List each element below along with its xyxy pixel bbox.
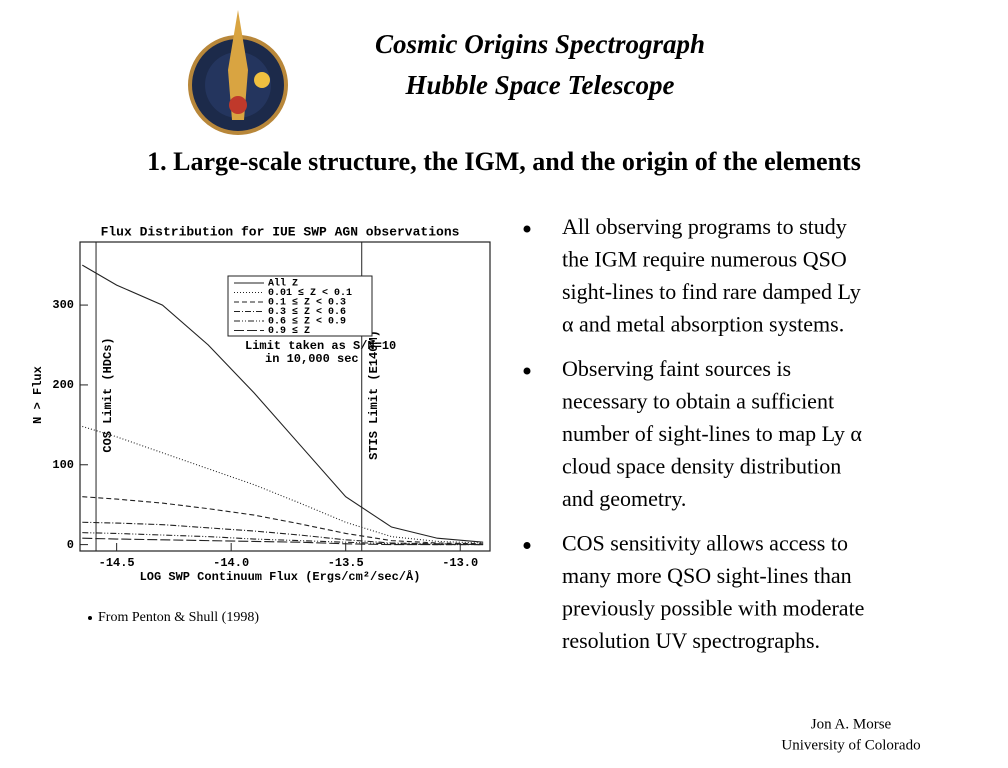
bullet-text: sight-lines to find rare damped Ly bbox=[562, 279, 861, 304]
bullet-text: cloud space density distribution bbox=[562, 454, 841, 479]
x-tick-label: -13.5 bbox=[328, 556, 364, 570]
annotation: Limit taken as S/N=10 bbox=[245, 339, 396, 353]
bullet-dot bbox=[523, 225, 531, 233]
legend-label: 0.3 ≤ Z < 0.6 bbox=[268, 307, 346, 318]
series-line bbox=[82, 521, 484, 546]
bullet-text: resolution UV spectrographs. bbox=[562, 628, 820, 653]
x-tick-label: -14.5 bbox=[99, 556, 135, 570]
series-line bbox=[82, 425, 484, 544]
series-line bbox=[82, 264, 484, 543]
legend-label: All Z bbox=[268, 278, 298, 290]
x-tick-label: -14.0 bbox=[213, 556, 249, 570]
bullet-text: α and metal absorption systems. bbox=[562, 312, 844, 337]
heading: 1. Large-scale structure, the IGM, and t… bbox=[147, 147, 861, 176]
y-tick-label: 300 bbox=[52, 298, 74, 312]
bullet-dot bbox=[523, 542, 531, 549]
caption: From Penton & Shull (1998) bbox=[98, 610, 259, 625]
x-tick-label: -13.0 bbox=[442, 556, 478, 570]
limit-label: COS Limit (HDCs) bbox=[101, 337, 115, 452]
legend-label: 0.01 ≤ Z < 0.1 bbox=[268, 288, 352, 299]
y-axis-label: N > Flux bbox=[31, 366, 45, 424]
bullet-text: All observing programs to study bbox=[562, 214, 847, 239]
x-axis-label: LOG SWP Continuum Flux (Ergs/cm²/sec/Å) bbox=[140, 569, 421, 584]
legend-label: 0.1 ≤ Z < 0.3 bbox=[268, 298, 346, 309]
series-line bbox=[82, 532, 484, 546]
bullet-text: the IGM require numerous QSO bbox=[562, 247, 847, 272]
legend-label: 0.6 ≤ Z < 0.9 bbox=[268, 317, 346, 328]
footer-line: University of Colorado bbox=[781, 737, 920, 753]
bullet-dot bbox=[523, 367, 531, 375]
y-tick-label: 200 bbox=[52, 378, 74, 392]
bullet-text: previously possible with moderate bbox=[562, 596, 864, 621]
series-line bbox=[82, 537, 484, 546]
legend-box bbox=[227, 275, 373, 337]
logo bbox=[188, 10, 288, 135]
bullet-text: Observing faint sources is bbox=[562, 356, 791, 381]
legend-label: 0.9 ≤ Z bbox=[268, 326, 310, 337]
limit-label: STIS Limit (E140M) bbox=[367, 330, 381, 460]
footer-line: Jon A. Morse bbox=[811, 716, 892, 732]
bullet-text: many more QSO sight-lines than bbox=[562, 563, 852, 588]
header-line: Hubble Space Telescope bbox=[405, 70, 675, 100]
bullet-dot bbox=[88, 616, 92, 620]
y-tick-label: 0 bbox=[67, 538, 74, 552]
y-tick-label: 100 bbox=[52, 458, 74, 472]
bullet-text: COS sensitivity allows access to bbox=[562, 531, 848, 556]
bullet-text: and geometry. bbox=[562, 486, 686, 511]
header-line: Cosmic Origins Spectrograph bbox=[375, 29, 705, 59]
series-line bbox=[82, 496, 484, 545]
bullet-text: number of sight-lines to map Ly α bbox=[562, 421, 862, 446]
bullet-text: necessary to obtain a sufficient bbox=[562, 389, 834, 414]
plot-frame bbox=[79, 241, 491, 552]
annotation: in 10,000 sec bbox=[265, 352, 359, 366]
chart-title: Flux Distribution for IUE SWP AGN observ… bbox=[101, 224, 460, 239]
